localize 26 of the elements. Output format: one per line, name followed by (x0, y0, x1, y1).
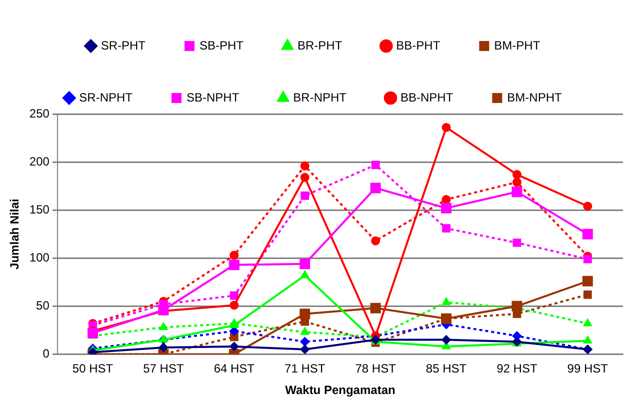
x-tick-label: 78 HST (355, 362, 397, 376)
y-tick-label: 100 (29, 250, 50, 264)
y-axis-title: Jumlah Nilai (8, 198, 22, 270)
legend-label: BR-PHT (298, 38, 343, 52)
legend-label: BB-PHT (396, 38, 441, 52)
y-tick-label: 250 (29, 106, 50, 120)
y-tick-label: 50 (36, 298, 50, 312)
legend-label: SB-NPHT (186, 90, 240, 104)
legend-label: SR-PHT (100, 38, 146, 52)
legend-label: SR-NPHT (79, 90, 134, 104)
legend-label: BM-NPHT (507, 90, 563, 104)
y-tick-label: 200 (29, 154, 50, 168)
legend-label: BM-PHT (494, 38, 541, 52)
x-tick-label: 71 HST (284, 362, 326, 376)
x-tick-label: 85 HST (426, 362, 468, 376)
y-tick-label: 150 (29, 202, 50, 216)
x-tick-label: 64 HST (214, 362, 256, 376)
x-axis-title: Waktu Pengamatan (285, 383, 396, 398)
legend-label: BR-NPHT (293, 90, 348, 104)
x-tick-label: 99 HST (567, 362, 609, 376)
x-tick-label: 50 HST (72, 362, 114, 376)
x-tick-label: 92 HST (496, 362, 538, 376)
y-tick-label: 0 (42, 346, 50, 361)
legend-label: BB-NPHT (400, 90, 454, 104)
legend-label: SB-PHT (200, 38, 244, 52)
x-tick-label: 57 HST (143, 362, 184, 376)
